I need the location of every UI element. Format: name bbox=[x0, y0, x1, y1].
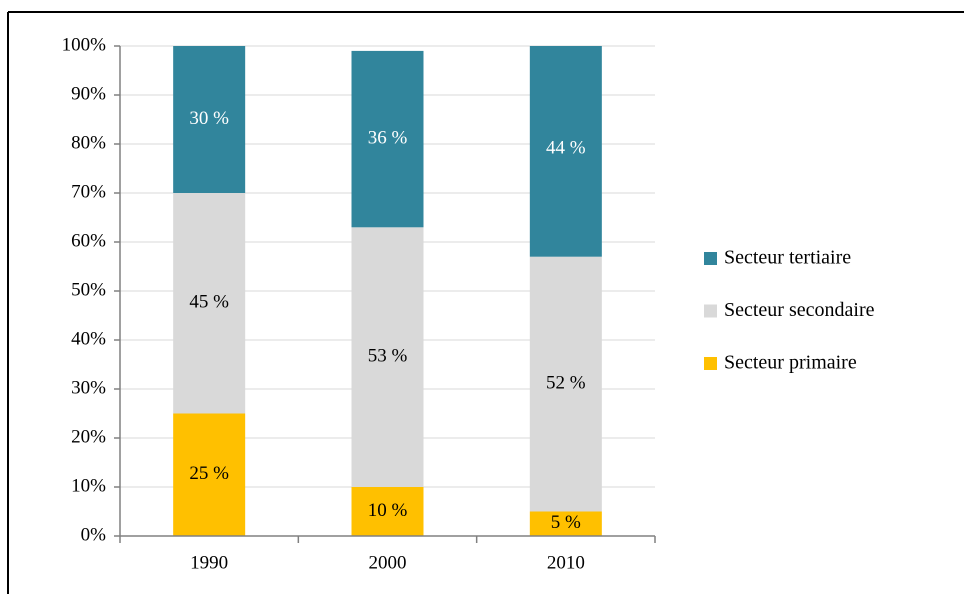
bar-segment bbox=[529, 511, 602, 536]
legend-swatch bbox=[704, 304, 717, 318]
bar-segment bbox=[351, 227, 424, 488]
y-tick-label: 30% bbox=[71, 377, 106, 398]
y-tick-label: 40% bbox=[71, 328, 106, 349]
bar-segment bbox=[351, 50, 424, 228]
data-label: 45 % bbox=[189, 292, 229, 313]
x-tick-label: 2000 bbox=[369, 552, 407, 573]
y-tick-label: 0% bbox=[81, 524, 107, 545]
legend-swatch bbox=[704, 252, 717, 265]
y-tick-label: 10% bbox=[71, 475, 106, 496]
legend-label: Secteur tertiaire bbox=[724, 247, 851, 269]
y-tick-label: 80% bbox=[71, 132, 106, 153]
data-label: 36 % bbox=[368, 127, 408, 148]
y-tick-label: 70% bbox=[71, 181, 106, 202]
bar-segment bbox=[351, 487, 424, 536]
y-tick-label: 100% bbox=[62, 34, 107, 55]
bar-segment bbox=[173, 193, 246, 414]
data-label: 53 % bbox=[368, 346, 408, 367]
x-tick-label: 2010 bbox=[547, 552, 585, 573]
data-label: 30 % bbox=[189, 108, 229, 129]
legend-label: Secteur primaire bbox=[724, 352, 857, 374]
overlay: 0% 10% 20% 30% 40% 50% 60% 70% 80% 90% 100% 1990 25 … bbox=[62, 34, 875, 573]
data-label: 5 % bbox=[551, 512, 581, 533]
bar-segment bbox=[173, 46, 246, 193]
data-label: 25 % bbox=[189, 463, 229, 484]
x-tick-label: 1990 bbox=[190, 552, 228, 573]
bar-segment bbox=[173, 413, 246, 536]
bars bbox=[173, 46, 602, 536]
data-label: 52 % bbox=[546, 372, 586, 393]
data-label: 10 % bbox=[368, 500, 408, 521]
data-label: 44 % bbox=[546, 137, 586, 158]
y-tick-label: 90% bbox=[71, 83, 106, 104]
y-tick-label: 50% bbox=[71, 279, 106, 300]
bar-segment bbox=[529, 46, 602, 257]
y-tick-label: 20% bbox=[71, 426, 106, 447]
legend-swatch bbox=[704, 357, 717, 370]
y-tick-label: 60% bbox=[71, 230, 106, 251]
bar-segment bbox=[529, 256, 602, 512]
legend-label: Secteur secondaire bbox=[724, 299, 875, 321]
